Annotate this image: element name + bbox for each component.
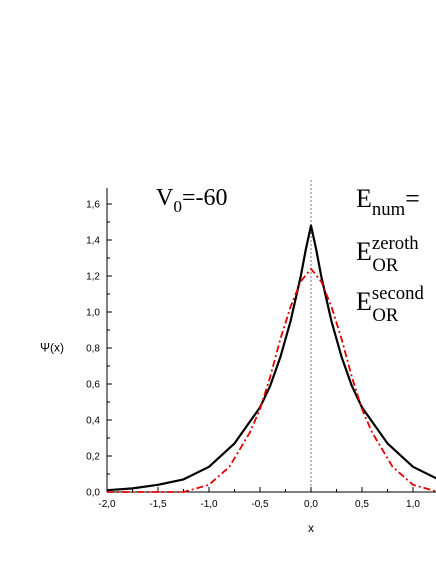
series-line-dashdot [107,267,436,493]
e-num-annotation: Enum= [356,184,420,220]
y-tick-label: 0,4 [86,416,100,427]
e-zeroth-annotation: Ezeroth OR [356,233,419,276]
y-tick-label: 1,4 [86,236,100,247]
x-axis-label: x [308,521,314,535]
y-tick-label: 1,2 [86,272,100,283]
x-tick-label: -2,0 [98,499,116,510]
series-layer [106,224,436,493]
x-tick-label: 0,5 [355,499,369,510]
y-tick-label: 0,2 [86,452,100,463]
y-tick-label: 1,6 [86,200,100,211]
x-tick-label: -0,5 [251,499,269,510]
series-line-solid [106,224,436,492]
x-tick-label: -1,5 [149,499,167,510]
x-tick-label: 1,0 [406,499,420,510]
annotations: V0=-60 Enum= Ezeroth OR Esecond OR [156,184,424,326]
x-tick-label: 0,0 [304,499,318,510]
y-tick-label: 1,0 [86,308,100,319]
e-second-annotation: Esecond OR [356,283,424,326]
y-axis-label: Ψ(x) [40,341,64,355]
y-tick-label: 0,0 [86,488,100,499]
y-tick-label: 0,6 [86,380,100,391]
x-tick-label: -1,0 [200,499,218,510]
y-tick-label: 0,8 [86,344,100,355]
potential-annotation: V0=-60 [156,185,228,216]
labels-layer: -2,0 -1,5 -1,0 -0,5 0,0 0,5 1,0 0,0 0,2 0,4 0,6 0,8… [40,200,420,536]
